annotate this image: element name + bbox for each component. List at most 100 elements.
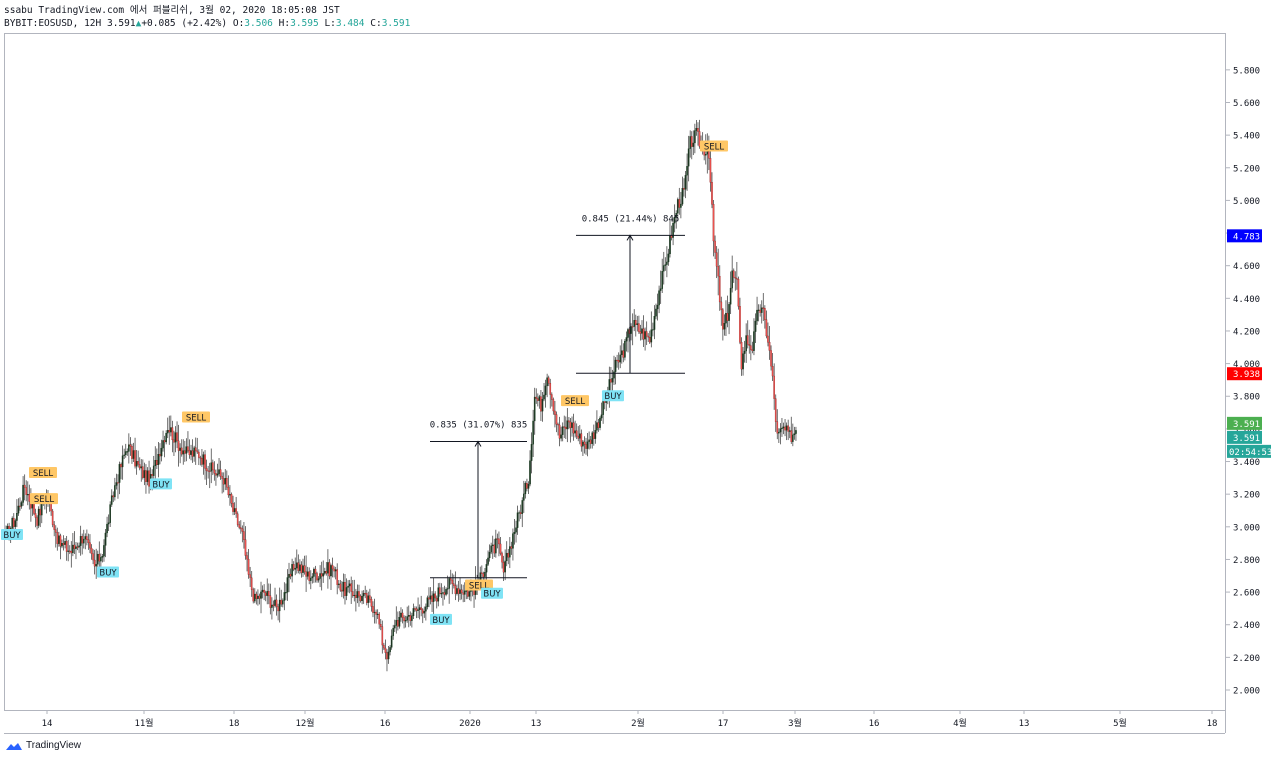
candle-body	[151, 474, 153, 476]
candle-body	[709, 158, 712, 183]
tradingview-logo[interactable]: TradingView	[5, 740, 81, 751]
candle-body	[177, 440, 180, 451]
candle-body	[714, 240, 716, 253]
candle-body	[532, 420, 534, 445]
price-tick-label: 2.800	[1233, 556, 1260, 566]
candle-body	[37, 508, 40, 526]
candle-body	[463, 590, 466, 595]
candle-body	[112, 495, 115, 498]
sell-signal-label: SELL	[704, 143, 725, 153]
candle-body	[723, 323, 726, 330]
candle-body	[348, 583, 351, 587]
candle-body	[496, 538, 499, 540]
time-tick-label: 3월	[788, 717, 802, 729]
candle-body	[224, 478, 227, 485]
candle-body	[519, 512, 522, 514]
candle-body	[271, 604, 273, 608]
candle-body	[683, 188, 685, 190]
candle-body	[168, 430, 171, 433]
candle-body	[764, 308, 766, 320]
candle-body	[288, 573, 290, 578]
candle-body	[453, 583, 455, 586]
candle-body	[28, 494, 31, 502]
candle-body	[546, 377, 548, 387]
candle-body	[481, 572, 483, 574]
candle-body	[523, 493, 525, 501]
candle-body	[289, 573, 292, 577]
plot-border	[4, 33, 1226, 711]
candle-body	[347, 585, 349, 588]
candle-body	[658, 290, 660, 306]
buy-signal-label: BUY	[99, 569, 117, 579]
candle-body	[435, 597, 438, 602]
candle-body	[711, 182, 713, 205]
candle-body	[487, 557, 489, 565]
candle-body	[645, 331, 648, 337]
sell-signal-box	[29, 466, 57, 478]
candle-body	[233, 508, 236, 512]
candle-body	[672, 223, 674, 238]
candle-body	[51, 510, 54, 525]
candle-body	[129, 444, 132, 447]
candle-body	[592, 432, 595, 439]
candle-body	[484, 572, 486, 577]
brand-name: TradingView	[26, 740, 82, 751]
candle-body	[611, 378, 614, 383]
candle-body	[308, 571, 311, 581]
candle-body	[460, 589, 463, 594]
candle-body	[316, 573, 318, 581]
candle-body	[285, 592, 287, 594]
candle-body	[620, 350, 623, 356]
candle-body	[53, 524, 56, 530]
price-tick-label: 2.600	[1233, 589, 1260, 599]
candle-body	[543, 394, 545, 400]
candle-body	[73, 544, 76, 549]
candle-body	[459, 589, 461, 594]
candle-body	[648, 337, 651, 343]
candle-body	[778, 431, 780, 434]
candle-body	[429, 595, 432, 600]
candle-body	[757, 309, 760, 311]
candle-body	[341, 589, 343, 592]
candle-body	[680, 203, 682, 208]
candle-body	[526, 483, 528, 489]
candle-body	[530, 444, 533, 461]
candle-body	[515, 527, 517, 533]
price-tick-label: 5.800	[1233, 66, 1260, 76]
buy-signal-label: BUY	[152, 480, 170, 490]
candle-body	[132, 450, 135, 459]
candle-body	[283, 592, 286, 601]
candle-body	[20, 502, 23, 507]
candle-body	[350, 583, 353, 592]
price-tick-label: 3.200	[1233, 491, 1260, 501]
candle-body	[403, 617, 405, 622]
candle-body	[482, 573, 485, 577]
candle-body	[398, 617, 401, 627]
candle-body	[788, 430, 791, 432]
candle-body	[92, 553, 94, 561]
candle-body	[790, 430, 793, 442]
candle-body	[462, 592, 464, 595]
candle-body	[457, 588, 460, 594]
candle-body	[250, 577, 253, 590]
price-tick-label: 5.600	[1233, 99, 1260, 109]
candle-body	[240, 527, 242, 529]
candle-body	[297, 562, 300, 571]
candle-body	[236, 513, 239, 525]
time-tick-label: 4월	[953, 717, 967, 729]
candle-body	[244, 539, 247, 556]
time-axis[interactable]: 14 11월 18 12월 16 2020 13 2월 17 3월 16 4월 13 5월 18	[42, 710, 1218, 729]
candle-body	[170, 427, 172, 433]
candle-body	[449, 578, 452, 581]
price-axis[interactable]: 5.8005.6005.4005.2005.0004.8004.6004.400…	[1225, 66, 1260, 697]
sell-signal-box	[182, 411, 210, 423]
candle-body	[376, 613, 379, 615]
candle-body	[78, 545, 80, 548]
symbol-name[interactable]: BYBIT:EOSUSD, 12H	[4, 18, 102, 29]
candle-body	[704, 154, 707, 156]
candle-body	[669, 235, 671, 255]
candle-body	[437, 587, 440, 602]
candle-body	[12, 517, 15, 527]
